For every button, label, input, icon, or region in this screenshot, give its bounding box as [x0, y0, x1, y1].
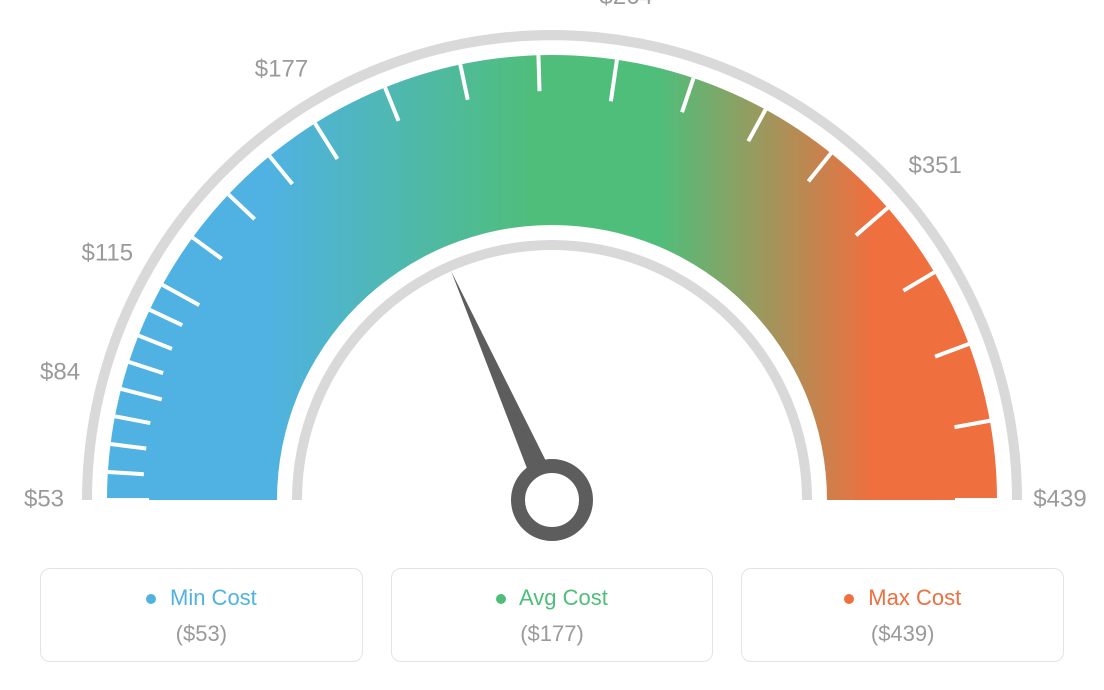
legend-value-max: ($439): [752, 621, 1053, 647]
legend-row: Min Cost ($53) Avg Cost ($177) Max Cost …: [0, 568, 1104, 662]
dot-icon: [844, 594, 854, 604]
legend-label: Avg Cost: [519, 585, 608, 610]
legend-label: Min Cost: [170, 585, 257, 610]
legend-value-min: ($53): [51, 621, 352, 647]
gauge-svg: $53 $84 $115 $177 $264 $351 $439: [0, 0, 1104, 560]
dot-icon: [146, 594, 156, 604]
legend-title-max: Max Cost: [752, 585, 1053, 611]
cost-gauge-chart: $53 $84 $115 $177 $264 $351 $439: [0, 0, 1104, 560]
gauge-tick-label: $115: [82, 240, 134, 267]
legend-card-max: Max Cost ($439): [741, 568, 1064, 662]
legend-card-avg: Avg Cost ($177): [391, 568, 714, 662]
gauge-tick-label: $177: [255, 55, 308, 82]
legend-card-min: Min Cost ($53): [40, 568, 363, 662]
gauge-hub: [518, 466, 586, 534]
dot-icon: [496, 594, 506, 604]
legend-label: Max Cost: [868, 585, 961, 610]
gauge-tick-label: $351: [908, 152, 961, 179]
legend-title-avg: Avg Cost: [402, 585, 703, 611]
gauge-tick-label: $84: [40, 359, 80, 386]
gauge-tick-label: $439: [1033, 485, 1086, 512]
legend-value-avg: ($177): [402, 621, 703, 647]
gauge-tick-label: $53: [24, 485, 64, 512]
legend-title-min: Min Cost: [51, 585, 352, 611]
gauge-tick-label: $264: [599, 0, 652, 10]
